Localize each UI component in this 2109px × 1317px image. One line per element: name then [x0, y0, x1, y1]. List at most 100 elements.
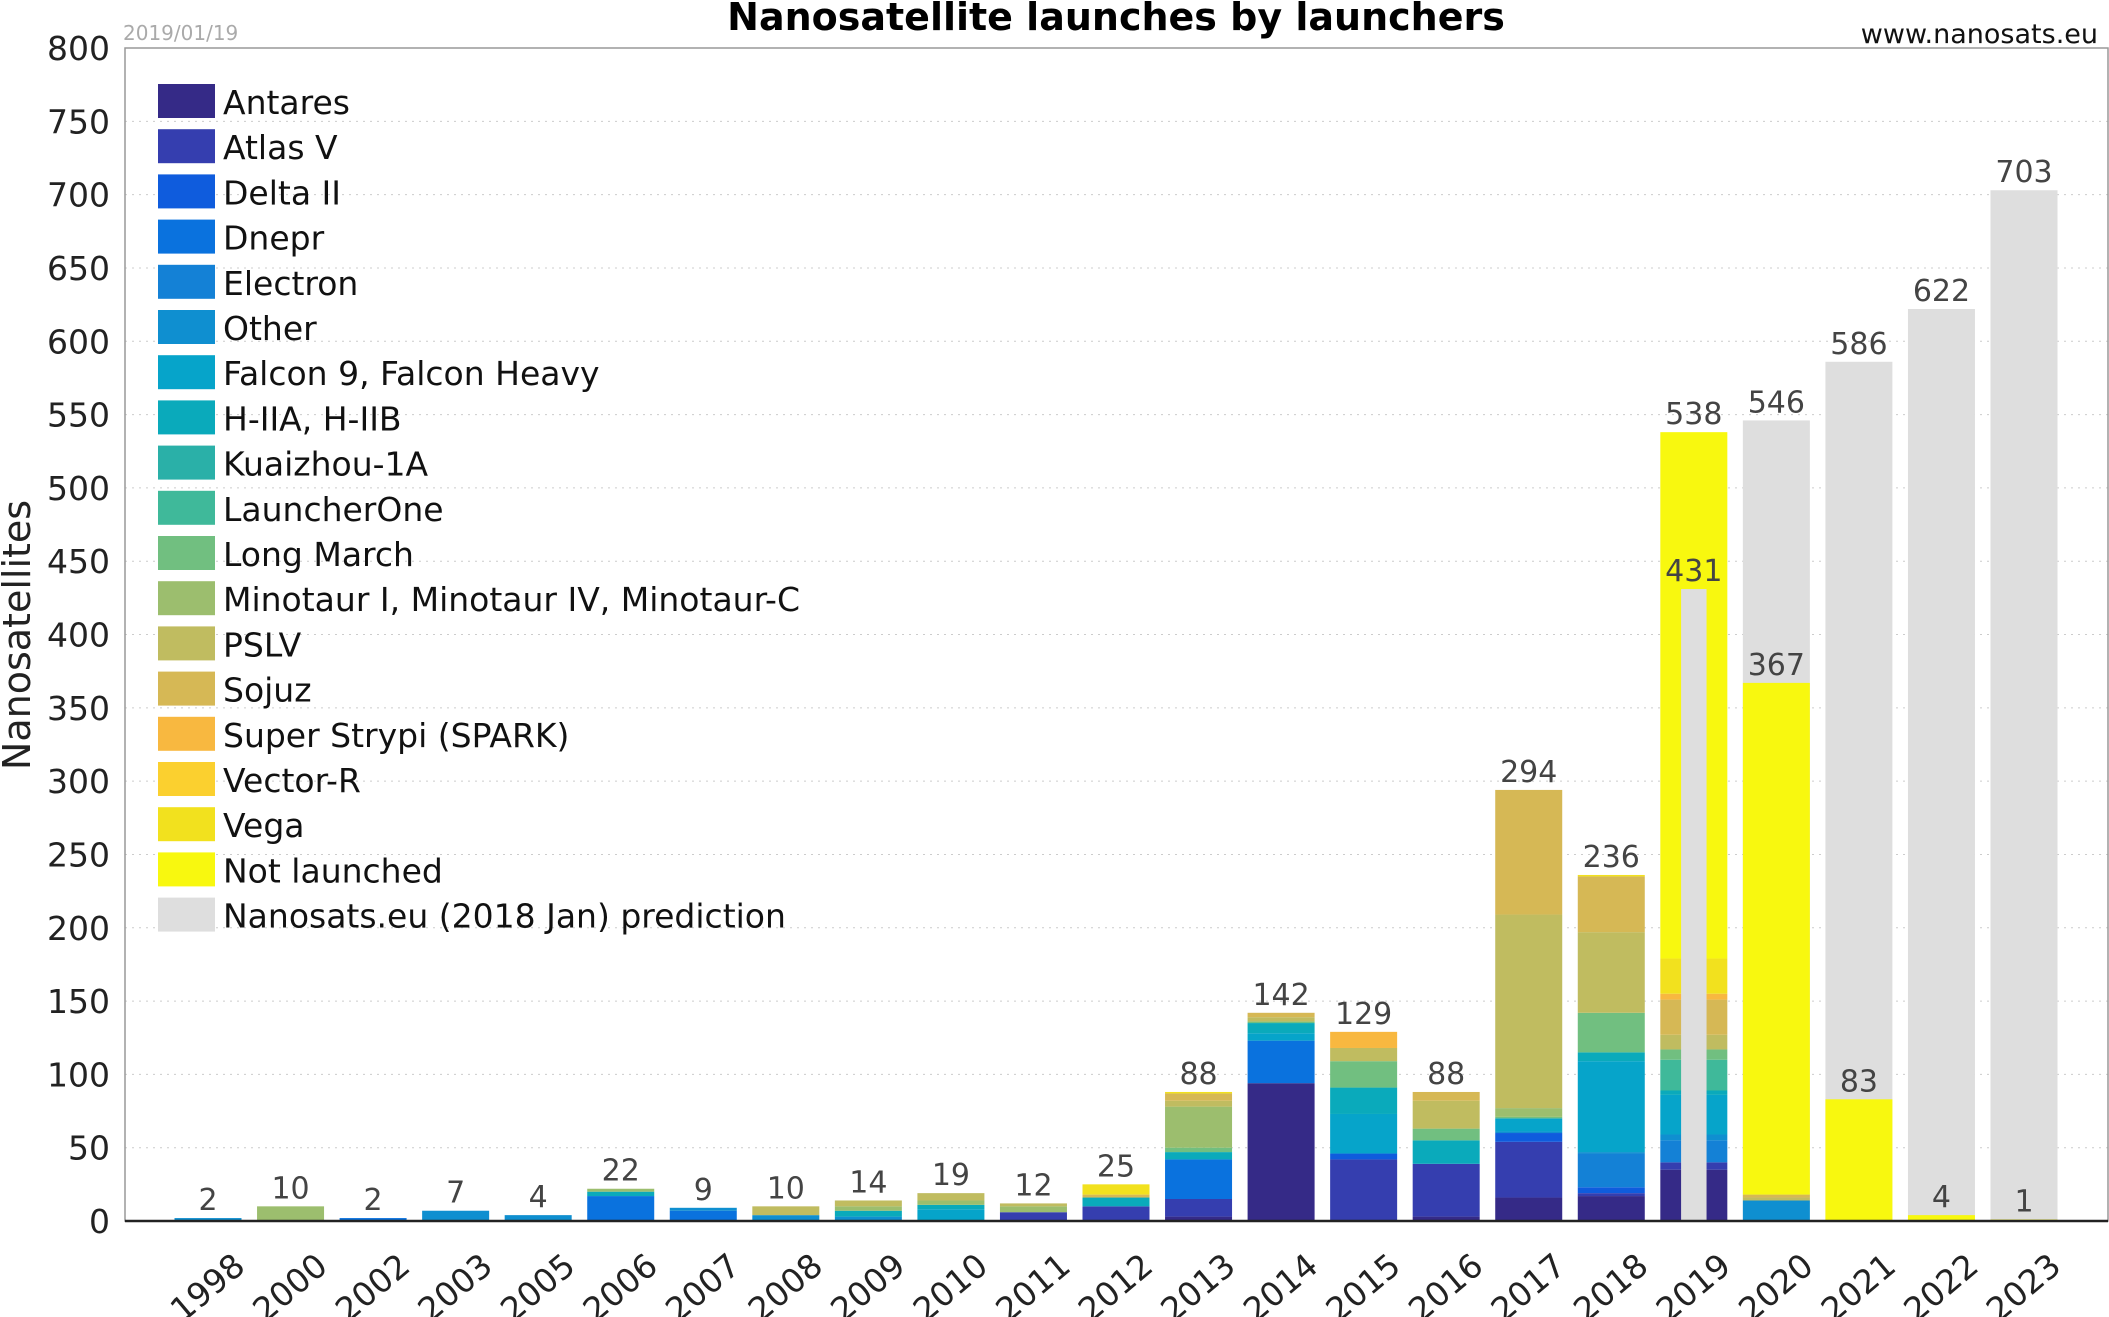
- bar-segment-2003-other: [422, 1210, 490, 1221]
- total-label: 294: [1500, 755, 1557, 790]
- date-label: 2019/01/19: [123, 21, 238, 45]
- legend-item: Not launched: [158, 851, 443, 890]
- bar-segment-2009-h-iia-h-iib: [834, 1210, 902, 1217]
- y-axis-label: Nanosatellites: [0, 500, 39, 770]
- bar-segment-2014-falcon-9-falcon-heavy: [1247, 1033, 1315, 1041]
- legend-label: LauncherOne: [223, 490, 444, 529]
- bar-segment-2007-dnepr: [669, 1210, 737, 1221]
- y-tick-label: 350: [47, 689, 110, 728]
- total-label: 12: [1014, 1168, 1052, 1203]
- legend-swatch: [158, 84, 215, 118]
- legend-item: Falcon 9, Falcon Heavy: [158, 354, 600, 393]
- prediction-bar-2022: [1907, 308, 1975, 1221]
- bar-segment-2018-sojuz: [1577, 876, 1645, 933]
- bar-segment-2016-atlas-v: [1412, 1163, 1480, 1217]
- legend-swatch: [158, 129, 215, 164]
- legend-swatch: [158, 400, 215, 435]
- legend-item: Other: [158, 309, 317, 348]
- total-label: 1: [2014, 1185, 2033, 1220]
- bar-segment-2012-atlas-v: [1082, 1206, 1150, 1221]
- bar-segment-2017-atlas-v: [1495, 1141, 1563, 1198]
- legend-swatch: [158, 852, 215, 887]
- legend-item: H-IIA, H-IIB: [158, 399, 402, 438]
- total-label: 88: [1427, 1057, 1465, 1092]
- legend-item: Long March: [158, 535, 414, 574]
- bar-segment-2013-pslv: [1165, 1100, 1233, 1107]
- bar-segment-2018-pslv: [1577, 932, 1645, 1013]
- bar-segment-2011-atlas-v: [999, 1212, 1067, 1221]
- x-tick-label: 2020: [1731, 1245, 1820, 1317]
- bar-segment-2014-sojuz: [1247, 1012, 1315, 1018]
- total-label: 367: [1748, 648, 1805, 683]
- bar-segment-2020-sojuz: [1742, 1194, 1810, 1198]
- x-tick-label: 2021: [1814, 1245, 1903, 1317]
- bar-segment-2002-dnepr: [339, 1218, 407, 1221]
- bar-segment-2014-dnepr: [1247, 1040, 1315, 1084]
- bar-segment-2014-pslv: [1247, 1017, 1315, 1022]
- bar-segment-2009-minotaur-i-minotaur-iv-minotaur-c: [834, 1206, 902, 1211]
- x-tick-label: 2017: [1483, 1245, 1572, 1317]
- legend-swatch: [158, 536, 215, 570]
- bar-segment-2013-sojuz: [1165, 1093, 1233, 1101]
- bar-segment-2018-falcon-9-falcon-heavy: [1577, 1061, 1645, 1153]
- y-tick-label: 0: [89, 1202, 110, 1241]
- legend-label: Dnepr: [223, 219, 325, 258]
- legend-item: Nanosats.eu (2018 Jan) prediction: [158, 897, 786, 936]
- total-label: 83: [1840, 1064, 1878, 1099]
- y-tick-label: 700: [47, 176, 110, 215]
- x-tick-label: 2015: [1318, 1245, 1407, 1317]
- legend-swatch: [158, 219, 215, 254]
- bar-segment-2017-falcon-9-falcon-heavy: [1495, 1118, 1563, 1132]
- legend-swatch: [158, 310, 215, 344]
- bar-segment-2020-pslv: [1742, 1197, 1810, 1201]
- total-label: 4: [529, 1180, 548, 1215]
- legend-label: PSLV: [223, 625, 302, 664]
- bar-segment-2010-h-iia-h-iib: [917, 1204, 985, 1210]
- bar-segment-2017-delta-ii: [1495, 1133, 1563, 1142]
- legend-swatch: [158, 671, 215, 706]
- bar-segment-2006-dnepr: [587, 1196, 655, 1221]
- legend-label: Nanosats.eu (2018 Jan) prediction: [223, 897, 786, 936]
- bar-segment-2000-minotaur-i-minotaur-iv-minotaur-c: [257, 1206, 325, 1221]
- bar-segment-2009-other: [834, 1216, 902, 1221]
- bar-segment-2011-minotaur-i-minotaur-iv-minotaur-c: [999, 1206, 1067, 1213]
- y-tick-label: 800: [47, 29, 110, 68]
- bar-segment-2011-pslv: [999, 1203, 1067, 1207]
- bar-segment-2009-pslv: [834, 1200, 902, 1207]
- legend-swatch: [158, 490, 215, 525]
- bar-segment-2008-pslv: [752, 1206, 820, 1216]
- bar-segment-2013-atlas-v: [1165, 1199, 1233, 1217]
- total-label: 4: [1932, 1180, 1951, 1215]
- legend-item: Sojuz: [158, 671, 312, 710]
- total-label: 10: [271, 1171, 309, 1206]
- y-tick-label: 200: [47, 909, 110, 948]
- x-tick-label: 2005: [493, 1245, 582, 1317]
- bar-segment-2005-other: [504, 1215, 572, 1221]
- y-tick-label: 150: [47, 982, 110, 1021]
- legend-label: Other: [223, 309, 317, 348]
- total-label: 236: [1583, 840, 1640, 875]
- prediction-label: 703: [1995, 155, 2052, 190]
- legend-swatch: [158, 807, 215, 842]
- legend-swatch: [158, 581, 215, 616]
- bar-segment-2012-h-iia-h-iib: [1082, 1197, 1150, 1207]
- bar-segment-2021-not-launched: [1825, 1099, 1893, 1221]
- x-tick-label: 2007: [658, 1245, 747, 1317]
- legend-label: Antares: [223, 83, 350, 122]
- bar-segment-2014-long-march: [1247, 1021, 1315, 1024]
- bar-segment-2018-other: [1577, 1152, 1645, 1154]
- legend-swatch: [158, 355, 215, 390]
- bar-segment-2014-antares: [1247, 1083, 1315, 1221]
- bar-segment-2013-dnepr: [1165, 1159, 1233, 1200]
- bar-segment-2015-pslv: [1330, 1047, 1398, 1062]
- legend-item: Vector-R: [158, 761, 361, 800]
- prediction-bar-2019: [1681, 589, 1707, 1221]
- x-tick-label: 2011: [988, 1245, 1077, 1317]
- legend-label: Sojuz: [223, 671, 312, 710]
- y-tick-label: 250: [47, 835, 110, 874]
- legend-label: Delta II: [223, 173, 341, 212]
- legend-label: Electron: [223, 264, 358, 303]
- total-label: 22: [602, 1154, 640, 1189]
- total-label: 129: [1335, 997, 1392, 1032]
- y-tick-label: 50: [68, 1129, 110, 1168]
